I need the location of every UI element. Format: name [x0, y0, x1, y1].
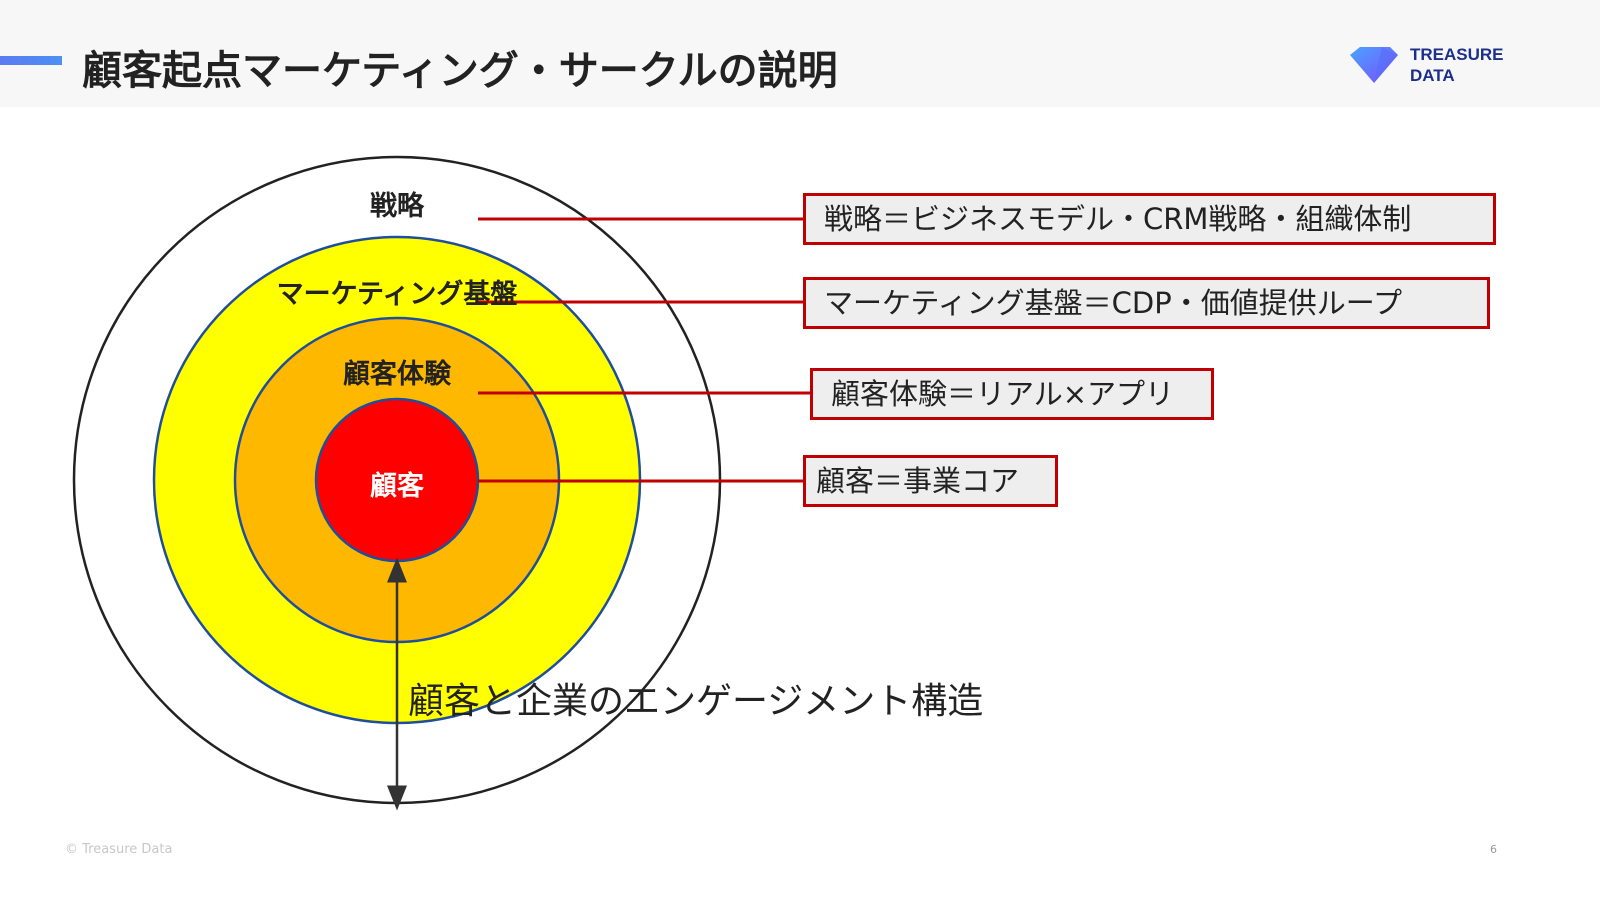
slide-header: 顧客起点マーケティング・サークルの説明 TREASURE DATA — [0, 0, 1600, 107]
logo: TREASURE DATA — [1348, 44, 1504, 86]
page-number: 6 — [1490, 843, 1497, 856]
logo-line2: DATA — [1410, 66, 1455, 85]
ring-label-marketing-platform: マーケティング基盤 — [276, 279, 518, 310]
logo-line1: TREASURE — [1410, 45, 1504, 64]
accent-bar — [0, 56, 62, 65]
callout-strategy: 戦略＝ビジネスモデル・CRM戦略・組織体制 — [803, 193, 1496, 245]
diagram-caption: 顧客と企業のエンゲージメント構造 — [408, 681, 984, 722]
ring-label-strategy: 戦略 — [370, 191, 424, 222]
copyright: © Treasure Data — [65, 842, 173, 857]
ring-label-customer-experience: 顧客体験 — [343, 359, 451, 390]
diamond-icon — [1350, 47, 1398, 83]
ring-label-customer: 顧客 — [370, 471, 424, 502]
callout-customer: 顧客＝事業コア — [803, 455, 1058, 507]
callout-marketing-platform: マーケティング基盤＝CDP・価値提供ループ — [803, 277, 1490, 329]
callout-customer-experience: 顧客体験＝リアル×アプリ — [810, 368, 1214, 420]
page-title: 顧客起点マーケティング・サークルの説明 — [82, 48, 838, 94]
